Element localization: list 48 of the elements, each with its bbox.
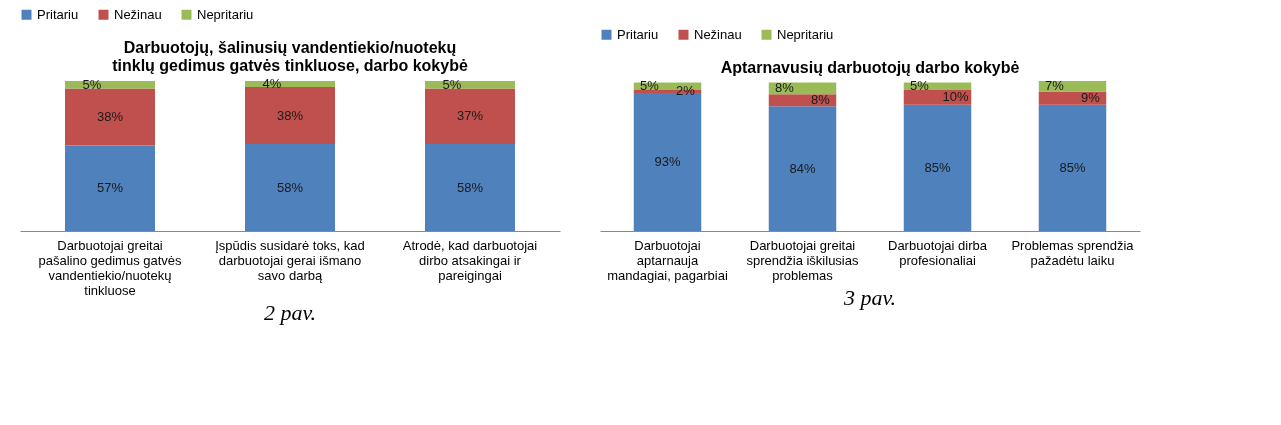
bar bbox=[425, 88, 515, 144]
bar bbox=[245, 144, 335, 231]
data-label: 58% bbox=[456, 179, 484, 195]
x-tick-label: Darbuotojai dirba profesionaliai bbox=[887, 237, 988, 268]
bar bbox=[1038, 104, 1107, 231]
data-label: 7% bbox=[1045, 78, 1065, 94]
data-label: 57% bbox=[96, 180, 124, 196]
bar bbox=[903, 104, 972, 231]
legend-label: Nežinau bbox=[694, 26, 742, 42]
data-label: 5% bbox=[910, 78, 930, 94]
bar bbox=[65, 81, 155, 89]
x-tick-label: Įspūdis susidarė toks, kad darbuotojai gerai išmano savo darbą bbox=[215, 237, 365, 283]
data-label: 85% bbox=[1059, 159, 1086, 175]
text: 3 pav. bbox=[842, 285, 897, 310]
x-tick-label: Atrodė, kad darbuotojai dirbo atsakingai ir pareigingai bbox=[402, 237, 538, 283]
x-tick-label: Problemas sprendžia pažadėtu laiku bbox=[1011, 237, 1135, 268]
bar bbox=[65, 88, 155, 146]
data-label: 5% bbox=[82, 76, 102, 92]
data-label: 10% bbox=[942, 89, 969, 105]
data-label: 85% bbox=[924, 159, 951, 175]
legend-label: Nepritariu bbox=[197, 6, 254, 22]
data-label: 5% bbox=[442, 76, 462, 92]
data-label: 58% bbox=[276, 179, 304, 195]
data-label: 93% bbox=[654, 153, 681, 169]
data-label: 84% bbox=[789, 160, 816, 176]
bar bbox=[768, 106, 837, 231]
x-tick-label: Darbuotojai greitai pašalino gedimus gatvės vandentiekio/nuotekų tinkluose bbox=[38, 237, 183, 298]
data-label: 38% bbox=[276, 107, 304, 123]
data-label: 9% bbox=[1081, 90, 1101, 106]
legend-label: Nepritariu bbox=[777, 26, 834, 42]
data-label: 5% bbox=[640, 78, 660, 94]
bar bbox=[1038, 91, 1107, 105]
data-label: 37% bbox=[456, 108, 484, 124]
data-label: 38% bbox=[96, 109, 124, 124]
data-label: 8% bbox=[775, 80, 795, 96]
x-tick-label: Darbuotojai aptarnauja mandagiai, pagarbiai bbox=[607, 237, 728, 283]
legend-label: Pritariu bbox=[617, 26, 659, 42]
chart-title: Darbuotojų, šalinusių vandentiekio/nuotekų tinklų gedimus gatvės tinkluose, darbo kokybė bbox=[112, 39, 468, 74]
data-label: 8% bbox=[811, 92, 831, 108]
legend-label: Nežinau bbox=[114, 6, 162, 22]
bar bbox=[425, 81, 515, 89]
x-tick-label: Darbuotojai greitai sprendžia iškilusias problemas bbox=[746, 237, 859, 283]
bar bbox=[245, 87, 335, 144]
bar bbox=[425, 144, 515, 231]
text: 2 pav. bbox=[263, 300, 317, 325]
bar bbox=[65, 145, 155, 231]
legend-label: Pritariu bbox=[37, 6, 79, 22]
chart-title: Aptarnavusių darbuotojų darbo kokybė bbox=[720, 59, 1020, 77]
